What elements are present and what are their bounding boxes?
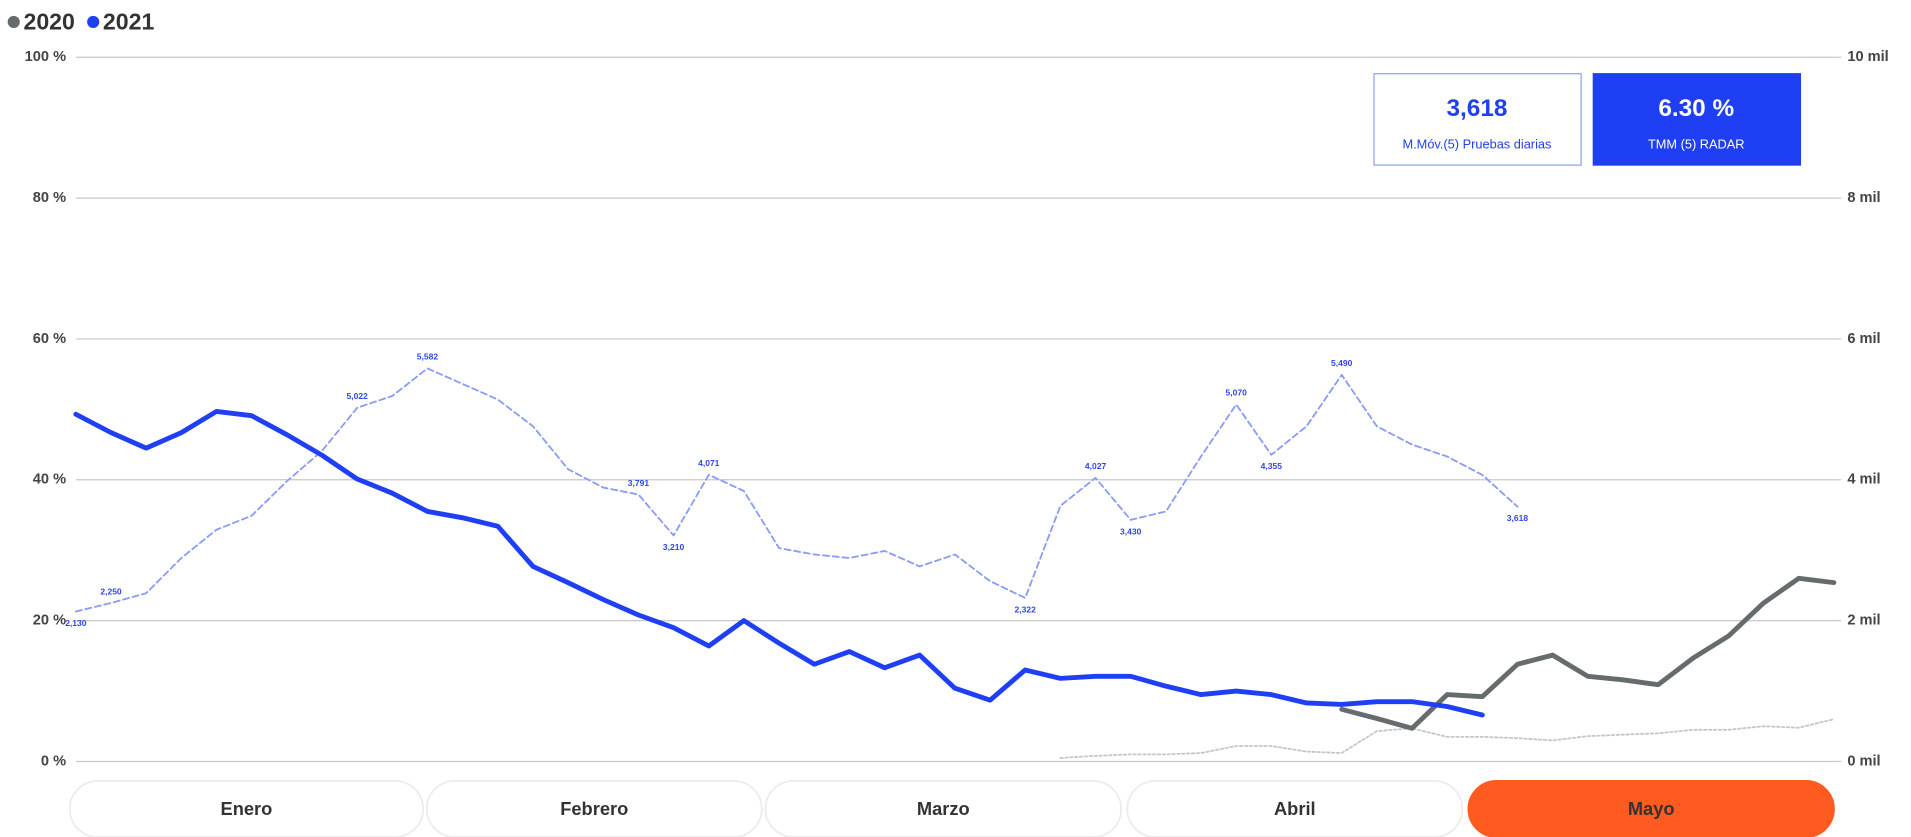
- period-button[interactable]: [425, 780, 763, 837]
- y-tick-label: 60 %: [33, 331, 66, 347]
- data-label: 2,322: [1015, 604, 1037, 614]
- period-label[interactable]: Marzo: [917, 798, 970, 819]
- data-label: 4,071: [698, 458, 720, 468]
- line-series: [1339, 575, 1837, 731]
- data-label: 4,355: [1261, 461, 1283, 471]
- data-label: 5,022: [346, 391, 368, 401]
- kpi-label: M.Móv.(5) Pruebas diarias: [1402, 136, 1551, 151]
- legend-marker: [87, 15, 100, 29]
- y2-tick-label: 2 mil: [1847, 612, 1880, 628]
- line-series: [73, 408, 1485, 718]
- kpi-card: [1373, 73, 1582, 166]
- y-tick-label: 100 %: [25, 49, 66, 65]
- period-label[interactable]: Febrero: [560, 798, 628, 819]
- y-tick-label: 0 %: [41, 753, 66, 769]
- line-series: [1059, 718, 1835, 759]
- y2-tick-label: 6 mil: [1847, 331, 1880, 347]
- data-label: 3,791: [628, 478, 650, 488]
- data-label: 2,130: [65, 618, 87, 628]
- data-label: 5,070: [1226, 388, 1248, 398]
- kpi-value: 3,618: [1446, 95, 1507, 122]
- data-label: 5,582: [417, 352, 439, 362]
- data-label: 4,027: [1085, 461, 1107, 471]
- y-tick-label: 40 %: [33, 472, 66, 488]
- period-button[interactable]: [1467, 780, 1835, 837]
- y2-tick-label: 4 mil: [1847, 472, 1880, 488]
- data-label: 2,250: [100, 586, 122, 596]
- kpi-value: 6.30 %: [1658, 95, 1734, 122]
- y2-tick-label: 8 mil: [1847, 190, 1880, 206]
- legend-label: 2020: [23, 8, 74, 34]
- period-button[interactable]: [1126, 780, 1464, 837]
- y-tick-label: 80 %: [33, 190, 66, 206]
- line-series: [74, 367, 1519, 613]
- legend-label: 2021: [103, 8, 155, 34]
- legend-marker: [7, 15, 20, 29]
- kpi-label: TMM (5) RADAR: [1648, 136, 1745, 151]
- data-label: 3,618: [1507, 513, 1529, 523]
- period-button[interactable]: [68, 780, 424, 837]
- y-tick-label: 20 %: [33, 612, 66, 628]
- period-label[interactable]: Enero: [221, 798, 273, 819]
- data-label: 5,490: [1331, 358, 1353, 368]
- period-label[interactable]: Mayo: [1628, 798, 1675, 819]
- y2-tick-label: 10 mil: [1847, 49, 1888, 65]
- data-label: 3,430: [1120, 526, 1142, 536]
- period-button[interactable]: [764, 780, 1123, 837]
- period-label[interactable]: Abril: [1274, 798, 1316, 819]
- data-label: 3,210: [663, 542, 685, 552]
- kpi-card: [1592, 73, 1802, 166]
- y2-tick-label: 0 mil: [1847, 753, 1880, 769]
